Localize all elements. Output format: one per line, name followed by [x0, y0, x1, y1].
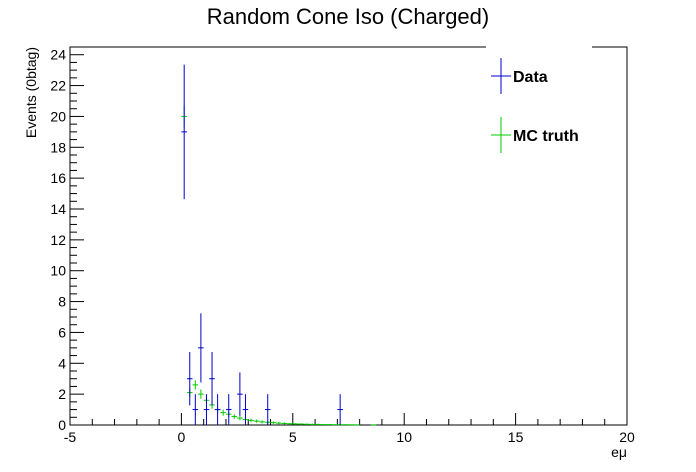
y-tick-label: 2: [58, 386, 66, 402]
series-layer: [181, 64, 377, 426]
x-axis: -5 0 5 10 15 20: [64, 413, 635, 445]
legend-label: MC truth: [513, 128, 579, 145]
y-tick-label: 4: [58, 355, 66, 371]
y-axis-label: Events (0btag): [23, 47, 39, 138]
y-tick-label: 12: [50, 232, 66, 248]
x-axis-label: eμ: [611, 444, 627, 460]
x-tick-label: 5: [289, 429, 297, 445]
x-tick-label: -5: [64, 429, 77, 445]
y-tick-label: 0: [58, 417, 66, 433]
x-tick-label: 0: [178, 429, 186, 445]
legend: Data MC truth: [486, 46, 592, 166]
y-tick-label: 24: [50, 47, 66, 63]
legend-box: [486, 46, 592, 166]
y-tick-label: 18: [50, 139, 66, 155]
chart-title: Random Cone Iso (Charged): [207, 4, 489, 29]
y-tick-label: 22: [50, 78, 66, 94]
y-tick-label: 6: [58, 324, 66, 340]
y-tick-label: 10: [50, 263, 66, 279]
y-tick-label: 16: [50, 170, 66, 186]
legend-label: Data: [513, 69, 548, 86]
y-tick-label: 20: [50, 108, 66, 124]
y-tick-label: 8: [58, 294, 66, 310]
series-data: [181, 64, 343, 425]
x-tick-label: 20: [619, 429, 635, 445]
y-tick-label: 14: [50, 201, 66, 217]
x-tick-label: 15: [508, 429, 524, 445]
x-tick-label: 10: [396, 429, 412, 445]
